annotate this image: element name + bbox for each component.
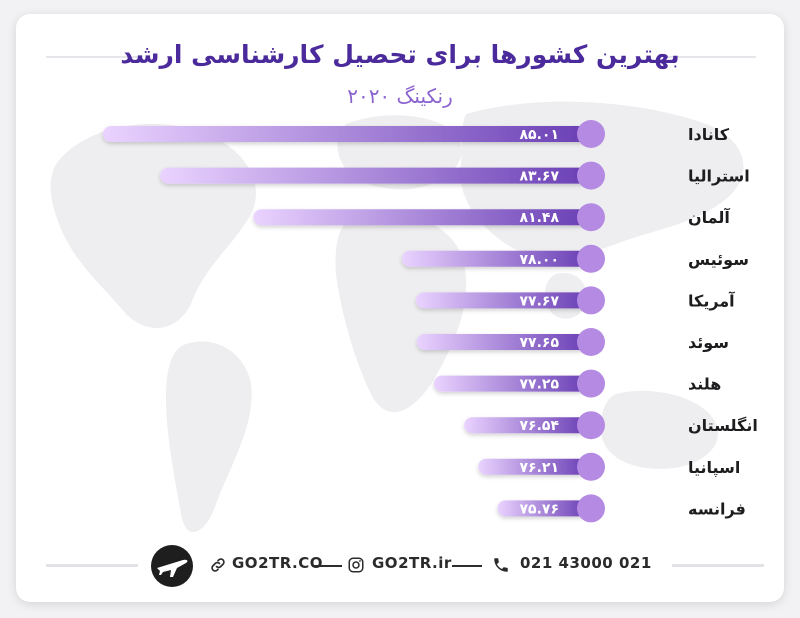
footer-contact-bar: 021 43000 021 GO2TR.ir GO2TR.CO — [16, 552, 784, 578]
link-icon — [211, 558, 225, 572]
value-label-0: ۸۵.۰۱ — [520, 127, 560, 143]
bar-chart: ۸۵.۰۱ کانادا ۸۳.۶۷ استرالیا ۸۱.۴۸ آلمان ۷۸.۰۰ س… — [103, 120, 758, 523]
instagram-icon — [348, 557, 364, 573]
bar-9 — [497, 500, 587, 517]
value-label-6: ۷۷.۲۵ — [520, 377, 560, 393]
bar-end-dot-2 — [577, 203, 605, 232]
bar-5 — [416, 334, 587, 350]
bar-end-dot-8 — [577, 452, 605, 481]
bar-end-dot-4 — [577, 286, 605, 315]
value-label-5: ۷۷.۶۵ — [520, 335, 560, 351]
footer-divider-right — [672, 564, 764, 567]
go2tr-plane-logo — [151, 545, 193, 587]
category-label-3: سوئیس — [688, 250, 749, 269]
bar-end-dot-5 — [577, 328, 605, 356]
value-label-3: ۷۸.۰۰ — [520, 252, 560, 268]
phone-icon — [494, 558, 508, 572]
bar-6 — [433, 375, 587, 392]
value-label-1: ۸۳.۶۷ — [520, 169, 560, 185]
bar-7 — [464, 417, 587, 434]
category-label-5: سوئد — [688, 333, 729, 352]
title-divider-right — [666, 56, 756, 58]
bar-2 — [253, 209, 587, 226]
bar-end-dot-0 — [577, 120, 605, 148]
category-label-4: آمریکا — [688, 290, 735, 310]
category-label-6: هلند — [688, 375, 721, 394]
footer-instagram[interactable]: GO2TR.ir — [372, 554, 452, 572]
category-label-9: فرانسه — [688, 499, 746, 518]
bar-end-dot-6 — [577, 369, 605, 398]
bar-end-dot-9 — [577, 494, 605, 523]
footer-phone[interactable]: 021 43000 021 — [520, 554, 652, 572]
category-label-1: استرالیا — [688, 167, 750, 186]
value-label-2: ۸۱.۴۸ — [520, 210, 560, 226]
bar-3 — [401, 250, 587, 267]
value-label-4: ۷۷.۶۷ — [520, 293, 560, 309]
infographic-card: بهترین کشورها برای تحصیل کارشناسی ارشد ر… — [16, 14, 784, 602]
bar-0 — [103, 126, 587, 142]
bar-1 — [160, 167, 587, 184]
footer-separator-2 — [312, 565, 342, 567]
footer-divider-left — [46, 564, 138, 567]
chart-title: بهترین کشورها برای تحصیل کارشناسی ارشد — [120, 40, 680, 69]
value-label-8: ۷۶.۲۱ — [520, 460, 560, 476]
bar-8 — [478, 458, 587, 475]
category-label-8: اسپانیا — [688, 458, 740, 478]
footer-separator-1 — [452, 565, 482, 567]
chart-subtitle: رنکینگ ۲۰۲۰ — [347, 84, 453, 108]
bar-4 — [415, 292, 587, 309]
category-label-7: انگلستان — [688, 416, 758, 435]
value-label-9: ۷۵.۷۶ — [520, 501, 560, 517]
category-label-2: آلمان — [688, 207, 730, 227]
value-label-7: ۷۶.۵۴ — [520, 418, 560, 434]
bar-end-dot-3 — [577, 244, 605, 273]
bar-end-dot-1 — [577, 161, 605, 190]
footer-website[interactable]: GO2TR.CO — [232, 554, 324, 572]
category-label-0: کانادا — [688, 125, 730, 144]
title-divider-left — [46, 56, 141, 58]
bar-end-dot-7 — [577, 411, 605, 440]
